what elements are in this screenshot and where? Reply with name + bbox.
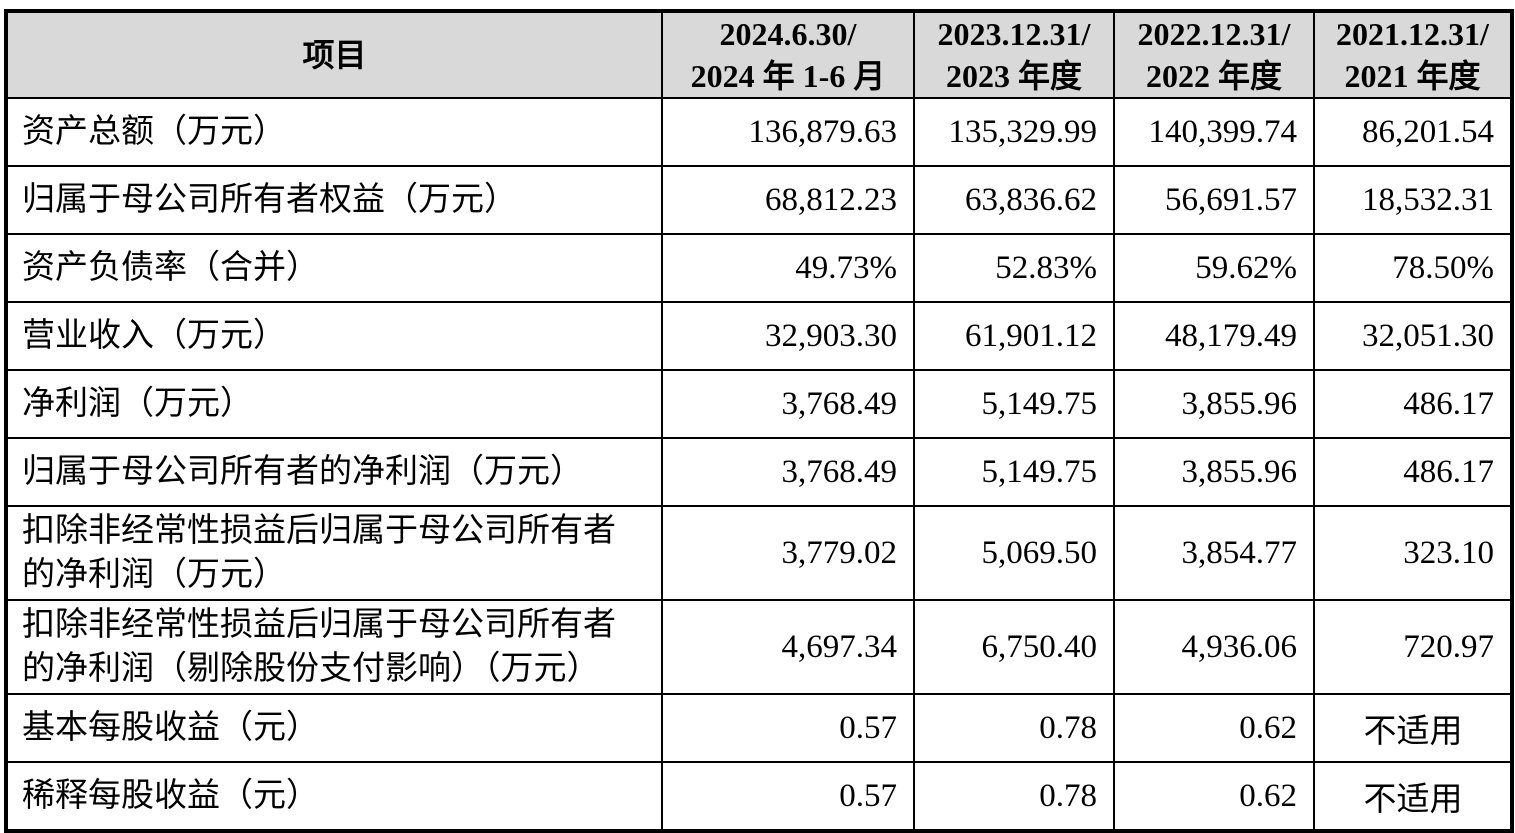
cell-value: 86,201.54 bbox=[1313, 97, 1513, 167]
cell-value: 3,768.49 bbox=[661, 369, 915, 439]
column-header-line2: 2021 年度 bbox=[1344, 58, 1481, 94]
table-row-net-profit: 净利润（万元） 3,768.49 5,149.75 3,855.96 486.1… bbox=[5, 369, 1513, 439]
cell-value: 32,051.30 bbox=[1313, 301, 1513, 371]
table-row-total-assets: 资产总额（万元） 136,879.63 135,329.99 140,399.7… bbox=[5, 97, 1513, 167]
row-label: 扣除非经常性损益后归属于母公司所有者的净利润（万元） bbox=[5, 505, 663, 601]
cell-value: 135,329.99 bbox=[913, 97, 1115, 167]
cell-value: 486.17 bbox=[1313, 369, 1513, 439]
column-header-item: 项目 bbox=[5, 10, 663, 99]
cell-value: 4,936.06 bbox=[1113, 599, 1315, 695]
cell-value: 0.62 bbox=[1113, 761, 1315, 832]
row-label: 基本每股收益（元） bbox=[5, 693, 663, 763]
column-header-line1: 2024.6.30/ bbox=[719, 16, 857, 52]
cell-value: 0.62 bbox=[1113, 693, 1315, 763]
table-row-basic-eps: 基本每股收益（元） 0.57 0.78 0.62 不适用 bbox=[5, 693, 1513, 763]
cell-value: 486.17 bbox=[1313, 437, 1513, 507]
table-row-debt-ratio: 资产负债率（合并） 49.73% 52.83% 59.62% 78.50% bbox=[5, 233, 1513, 303]
column-header-line2: 2022 年度 bbox=[1145, 58, 1282, 94]
row-label: 归属于母公司所有者的净利润（万元） bbox=[5, 437, 663, 507]
cell-value: 0.57 bbox=[661, 761, 915, 832]
cell-value: 5,149.75 bbox=[913, 369, 1115, 439]
cell-value: 5,069.50 bbox=[913, 505, 1115, 601]
cell-value: 0.78 bbox=[913, 761, 1115, 832]
table-row-diluted-eps: 稀释每股收益（元） 0.57 0.78 0.62 不适用 bbox=[5, 761, 1513, 832]
cell-value: 63,836.62 bbox=[913, 165, 1115, 235]
cell-value: 3,768.49 bbox=[661, 437, 915, 507]
cell-value: 18,532.31 bbox=[1313, 165, 1513, 235]
header-row: 项目 2024.6.30/ 2024 年 1-6 月 2023.12.31/ 2… bbox=[5, 10, 1513, 99]
column-header-line1: 2022.12.31/ bbox=[1137, 16, 1291, 52]
financial-summary-table: 项目 2024.6.30/ 2024 年 1-6 月 2023.12.31/ 2… bbox=[4, 9, 1514, 833]
column-header-2023: 2023.12.31/ 2023 年度 bbox=[913, 10, 1115, 99]
row-label: 归属于母公司所有者权益（万元） bbox=[5, 165, 663, 235]
cell-value: 323.10 bbox=[1313, 505, 1513, 601]
cell-value: 32,903.30 bbox=[661, 301, 915, 371]
row-label: 资产总额（万元） bbox=[5, 97, 663, 167]
cell-value: 59.62% bbox=[1113, 233, 1315, 303]
cell-value: 3,779.02 bbox=[661, 505, 915, 601]
cell-value: 不适用 bbox=[1313, 693, 1513, 763]
row-label: 稀释每股收益（元） bbox=[5, 761, 663, 832]
cell-value: 3,855.96 bbox=[1113, 369, 1315, 439]
cell-value: 不适用 bbox=[1313, 761, 1513, 832]
cell-value: 0.78 bbox=[913, 693, 1115, 763]
cell-value: 0.57 bbox=[661, 693, 915, 763]
row-label: 净利润（万元） bbox=[5, 369, 663, 439]
cell-value: 78.50% bbox=[1313, 233, 1513, 303]
row-label: 扣除非经常性损益后归属于母公司所有者的净利润（剔除股份支付影响）（万元） bbox=[5, 599, 663, 695]
column-header-2022: 2022.12.31/ 2022 年度 bbox=[1113, 10, 1315, 99]
table-row-non-recurring-net-profit: 扣除非经常性损益后归属于母公司所有者的净利润（万元） 3,779.02 5,06… bbox=[5, 505, 1513, 601]
table-row-non-recurring-ex-share-payment: 扣除非经常性损益后归属于母公司所有者的净利润（剔除股份支付影响）（万元） 4,6… bbox=[5, 599, 1513, 695]
cell-value: 56,691.57 bbox=[1113, 165, 1315, 235]
cell-value: 140,399.74 bbox=[1113, 97, 1315, 167]
cell-value: 6,750.40 bbox=[913, 599, 1115, 695]
cell-value: 4,697.34 bbox=[661, 599, 915, 695]
table-row-parent-equity: 归属于母公司所有者权益（万元） 68,812.23 63,836.62 56,6… bbox=[5, 165, 1513, 235]
column-header-line1: 2023.12.31/ bbox=[937, 16, 1091, 52]
cell-value: 48,179.49 bbox=[1113, 301, 1315, 371]
cell-value: 720.97 bbox=[1313, 599, 1513, 695]
financial-summary-table-container: 项目 2024.6.30/ 2024 年 1-6 月 2023.12.31/ 2… bbox=[4, 9, 1514, 833]
table-row-revenue: 营业收入（万元） 32,903.30 61,901.12 48,179.49 3… bbox=[5, 301, 1513, 371]
cell-value: 49.73% bbox=[661, 233, 915, 303]
cell-value: 5,149.75 bbox=[913, 437, 1115, 507]
cell-value: 52.83% bbox=[913, 233, 1115, 303]
table-row-parent-net-profit: 归属于母公司所有者的净利润（万元） 3,768.49 5,149.75 3,85… bbox=[5, 437, 1513, 507]
column-header-2024-h1: 2024.6.30/ 2024 年 1-6 月 bbox=[661, 10, 915, 99]
column-header-line2: 2024 年 1-6 月 bbox=[690, 58, 886, 94]
cell-value: 136,879.63 bbox=[661, 97, 915, 167]
column-header-line1: 2021.12.31/ bbox=[1336, 16, 1489, 52]
cell-value: 3,855.96 bbox=[1113, 437, 1315, 507]
cell-value: 61,901.12 bbox=[913, 301, 1115, 371]
column-header-line2: 2023 年度 bbox=[945, 58, 1082, 94]
row-label: 营业收入（万元） bbox=[5, 301, 663, 371]
cell-value: 3,854.77 bbox=[1113, 505, 1315, 601]
column-header-2021: 2021.12.31/ 2021 年度 bbox=[1313, 10, 1513, 99]
cell-value: 68,812.23 bbox=[661, 165, 915, 235]
row-label: 资产负债率（合并） bbox=[5, 233, 663, 303]
